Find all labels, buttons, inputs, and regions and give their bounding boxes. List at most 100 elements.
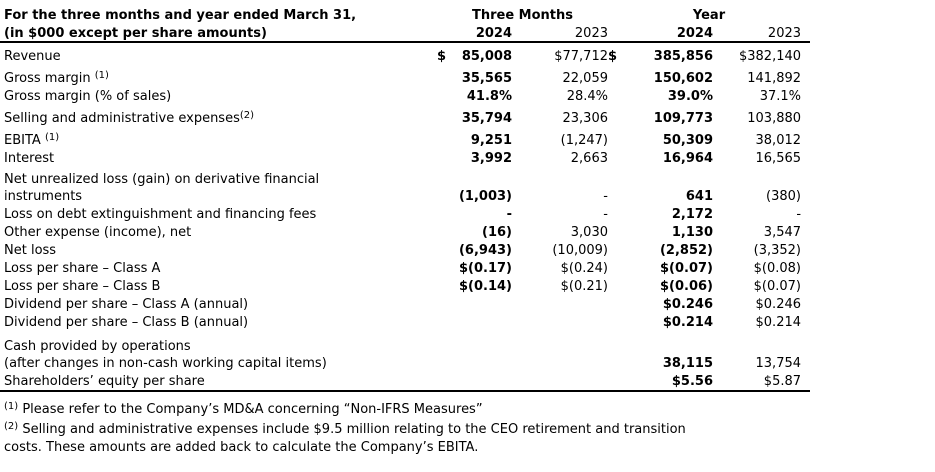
table-row: Net unrealized loss (gain) on derivative… [0, 167, 810, 205]
footnote-marker: (1) [94, 70, 109, 81]
row-label-text: Shareholders’ equity per share [4, 374, 205, 389]
cell-value: (16) [482, 225, 512, 240]
cell-value [437, 331, 512, 372]
cell-number: 85,008 [461, 49, 512, 64]
row-label: Cash provided by operations (after change… [0, 331, 437, 372]
header-row-groups: For the three months and year ended Marc… [0, 0, 810, 23]
footnote: (2) Selling and administrative expenses … [4, 421, 794, 457]
row-label-text: Net loss [4, 243, 57, 258]
cell-value [512, 331, 608, 372]
cell-value: $(0.17) [458, 261, 512, 276]
footnote-text-line: costs. These amounts are added back to c… [4, 440, 479, 455]
row-label: Revenue [0, 42, 437, 65]
cell-value: 22,059 [562, 71, 609, 86]
table-row: Dividend per share – Class B (annual) $0.… [0, 313, 810, 331]
cell-value: 38,115 [662, 356, 713, 371]
cell-value: (380) [766, 189, 802, 204]
footnote-text: Please refer to the Company’s MD&A conce… [22, 402, 483, 417]
cell-value: $(0.06) [659, 279, 713, 294]
table-row: Selling and administrative expenses(2) 35… [0, 105, 810, 127]
row-label-text: Gross margin [4, 71, 91, 86]
table-body: Revenue $85,008 $77,712 $385,856 $382,140 Gro… [0, 42, 811, 392]
cell-value: $0.214 [755, 315, 802, 330]
footnote-text: Selling and administrative expenses incl… [22, 422, 686, 437]
financial-summary-table: For the three months and year ended Marc… [0, 0, 811, 392]
cell-value: 150,602 [653, 71, 713, 86]
cell-value: (6,943) [458, 243, 512, 258]
table-title-line1: For the three months and year ended Marc… [4, 8, 357, 23]
cell-value: - [603, 189, 608, 204]
column-header-year-2023: 2023 [713, 23, 811, 43]
cell-value: (3,352) [753, 243, 802, 258]
cell-value: $77,712 [554, 49, 608, 64]
cell-value: 50,309 [662, 133, 713, 148]
row-label: Net unrealized loss (gain) on derivative… [0, 167, 437, 205]
cell-value: 3,992 [470, 151, 512, 166]
row-label: Selling and administrative expenses(2) [0, 105, 437, 127]
table-row: Loss per share – Class B $(0.14) $(0.21) $(… [0, 277, 810, 295]
row-label-text: Revenue [4, 49, 61, 64]
row-label: Gross margin (% of sales) [0, 87, 437, 105]
table-row: Loss per share – Class A $(0.17) $(0.24) $(… [0, 259, 810, 277]
row-label-text: Net unrealized loss (gain) on derivative… [4, 172, 320, 187]
row-label-text: Loss per share – Class A [4, 261, 161, 276]
cell-value: - [796, 207, 802, 222]
table-title-line2: (in $000 except per share amounts) [0, 23, 437, 43]
row-label-line2: instruments [4, 189, 83, 204]
cell-value: $5.56 [608, 372, 713, 392]
cell-value [512, 295, 608, 313]
row-label-text: Dividend per share – Class A (annual) [4, 297, 249, 312]
table-row: Other expense (income), net (16) 3,030 1,13… [0, 223, 810, 241]
row-label-line2: (after changes in non-cash working capit… [4, 356, 327, 371]
row-label-text: Gross margin (% of sales) [4, 89, 172, 104]
cell-value: (1,247) [560, 133, 608, 148]
cell-value: $85,008 [437, 42, 512, 65]
cell-value [437, 295, 512, 313]
cell-value: (1,003) [458, 189, 512, 204]
cell-value: 3,547 [763, 225, 802, 240]
column-header-year-2024: 2024 [608, 23, 713, 43]
column-group-year: Year [692, 8, 726, 23]
cell-value: $(0.07) [753, 279, 802, 294]
row-label: Dividend per share – Class A (annual) [0, 295, 437, 313]
cell-value [437, 313, 512, 331]
footnote-marker: (1) [4, 401, 19, 412]
cell-value: 13,754 [755, 356, 802, 371]
column-header-three-months-2024: 2024 [437, 23, 512, 43]
cell-value: $(0.07) [659, 261, 713, 276]
row-label: Loss on debt extinguishment and financin… [0, 205, 437, 223]
row-label: EBITA (1) [0, 127, 437, 149]
cell-value: $(0.24) [560, 261, 608, 276]
cell-value: 9,251 [470, 133, 512, 148]
cell-value: 41.8% [466, 89, 512, 104]
row-label-text: Other expense (income), net [4, 225, 192, 240]
row-label: Other expense (income), net [0, 223, 437, 241]
table-row: Loss on debt extinguishment and financin… [0, 205, 810, 223]
footnote-marker: (2) [4, 421, 19, 432]
cell-value: $(0.21) [560, 279, 608, 294]
cell-value: $0.214 [662, 315, 713, 330]
cell-value [512, 372, 608, 392]
cell-value: 38,012 [755, 133, 802, 148]
cell-value: 2,172 [671, 207, 713, 222]
cell-value: - [603, 207, 608, 222]
column-group-three-months: Three Months [471, 8, 574, 23]
cell-value: $5.87 [713, 372, 811, 392]
table-row: Dividend per share – Class A (annual) $0.… [0, 295, 810, 313]
table-row: Revenue $85,008 $77,712 $385,856 $382,140 [0, 42, 810, 65]
financial-summary-page: For the three months and year ended Marc… [0, 0, 811, 457]
row-label-text: Selling and administrative expenses [4, 111, 240, 126]
table-row: Gross margin (% of sales) 41.8% 28.4% 39.0%… [0, 87, 810, 105]
footnote: (1) Please refer to the Company’s MD&A c… [4, 401, 794, 419]
cell-value: $(0.14) [458, 279, 512, 294]
cell-value: 2,663 [570, 151, 608, 166]
cell-value: $385,856 [608, 42, 713, 65]
cell-value: $0.246 [662, 297, 713, 312]
footnote-marker: (1) [44, 132, 60, 143]
cell-value: $0.246 [755, 297, 802, 312]
footnote-marker: (2) [239, 110, 255, 121]
cell-value [512, 313, 608, 331]
cell-value: 103,880 [747, 111, 802, 126]
cell-value: 37.1% [759, 89, 802, 104]
table-row: Cash provided by operations (after change… [0, 331, 810, 372]
